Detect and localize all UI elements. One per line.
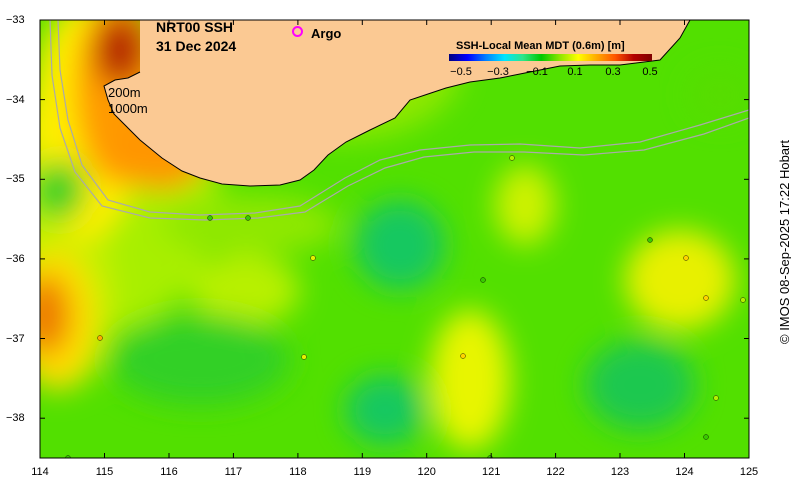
x-tick-label: 114: [31, 466, 49, 478]
data-point: [740, 297, 746, 303]
y-tick-label: −33: [6, 14, 25, 26]
land-mass: [104, 20, 690, 186]
isobath-200m: [57, 20, 749, 216]
colorbar-tick: 0.3: [605, 66, 621, 78]
ssh-field-blob: [495, 165, 555, 245]
map-date: 31 Dec 2024: [156, 38, 237, 54]
x-tick-label: 123: [610, 466, 630, 478]
ssh-field-blob: [40, 275, 70, 355]
colorbar-tick: −0.5: [450, 66, 472, 78]
colorbar-tick: 0.5: [642, 66, 658, 78]
colorbar-tick: −0.1: [526, 66, 548, 78]
argo-legend-label: Argo: [311, 26, 342, 41]
data-point: [509, 155, 515, 161]
x-tick-label: 115: [95, 466, 114, 478]
plot-frame: [39, 19, 750, 459]
argo-marker-icon: [292, 26, 303, 37]
data-point: [647, 237, 653, 243]
x-tick-label: 119: [353, 466, 372, 478]
colorbar-tick: 0.1: [567, 66, 583, 78]
ssh-field-blob: [160, 195, 340, 255]
x-tick-label: 117: [224, 466, 243, 478]
ssh-field-blob: [690, 70, 749, 120]
colorbar-title: SSH-Local Mean MDT (0.6m) [m]: [456, 40, 625, 52]
colorbar: [449, 54, 652, 61]
data-point: [65, 455, 71, 458]
data-point: [310, 255, 316, 261]
ssh-field-blob: [355, 200, 445, 290]
y-tick-label: −36: [6, 252, 25, 265]
product-title: NRT00 SSH: [156, 19, 234, 35]
data-point: [703, 434, 709, 440]
data-point: [713, 395, 719, 401]
data-point: [703, 295, 709, 301]
y-tick-label: −37: [6, 332, 25, 345]
x-tick-label: 122: [546, 466, 565, 478]
data-point: [480, 277, 486, 283]
ssh-field-blob: [625, 230, 735, 330]
data-point: [97, 335, 103, 341]
x-tick-label: 118: [289, 466, 307, 478]
y-axis-ticks: [40, 19, 749, 419]
ssh-field-blob: [345, 375, 425, 445]
ssh-field-blob: [190, 255, 300, 325]
coastline: [103, 20, 691, 187]
data-point: [207, 215, 213, 221]
colorbar-tick: −0.3: [487, 66, 509, 78]
x-tick-label: 116: [160, 466, 178, 478]
y-tick-label: −34: [6, 93, 25, 106]
isobath-label-200m: 200m: [108, 85, 141, 100]
ssh-field-blob: [95, 20, 145, 85]
x-tick-label: 120: [417, 466, 436, 478]
x-tick-label: 124: [675, 466, 694, 478]
y-tick-label: −35: [6, 173, 25, 186]
ssh-field-blob: [585, 340, 695, 430]
data-point: [460, 353, 466, 359]
data-point: [683, 255, 689, 261]
ssh-field-blob: [40, 160, 85, 220]
isobath-1000m: [49, 20, 749, 221]
ssh-field-blob: [110, 315, 290, 405]
y-tick-label: −38: [6, 412, 25, 425]
isobath-label-1000m: 1000m: [108, 101, 148, 116]
x-axis-ticks: [39, 20, 750, 458]
x-tick-label: 121: [482, 466, 501, 478]
data-point: [301, 354, 307, 360]
imos-credit: © IMOS 08-Sep-2025 17:22 Hobart: [777, 140, 791, 344]
ssh-field-blob: [430, 310, 510, 450]
data-point: [245, 215, 251, 221]
x-tick-label: 125: [739, 466, 759, 478]
